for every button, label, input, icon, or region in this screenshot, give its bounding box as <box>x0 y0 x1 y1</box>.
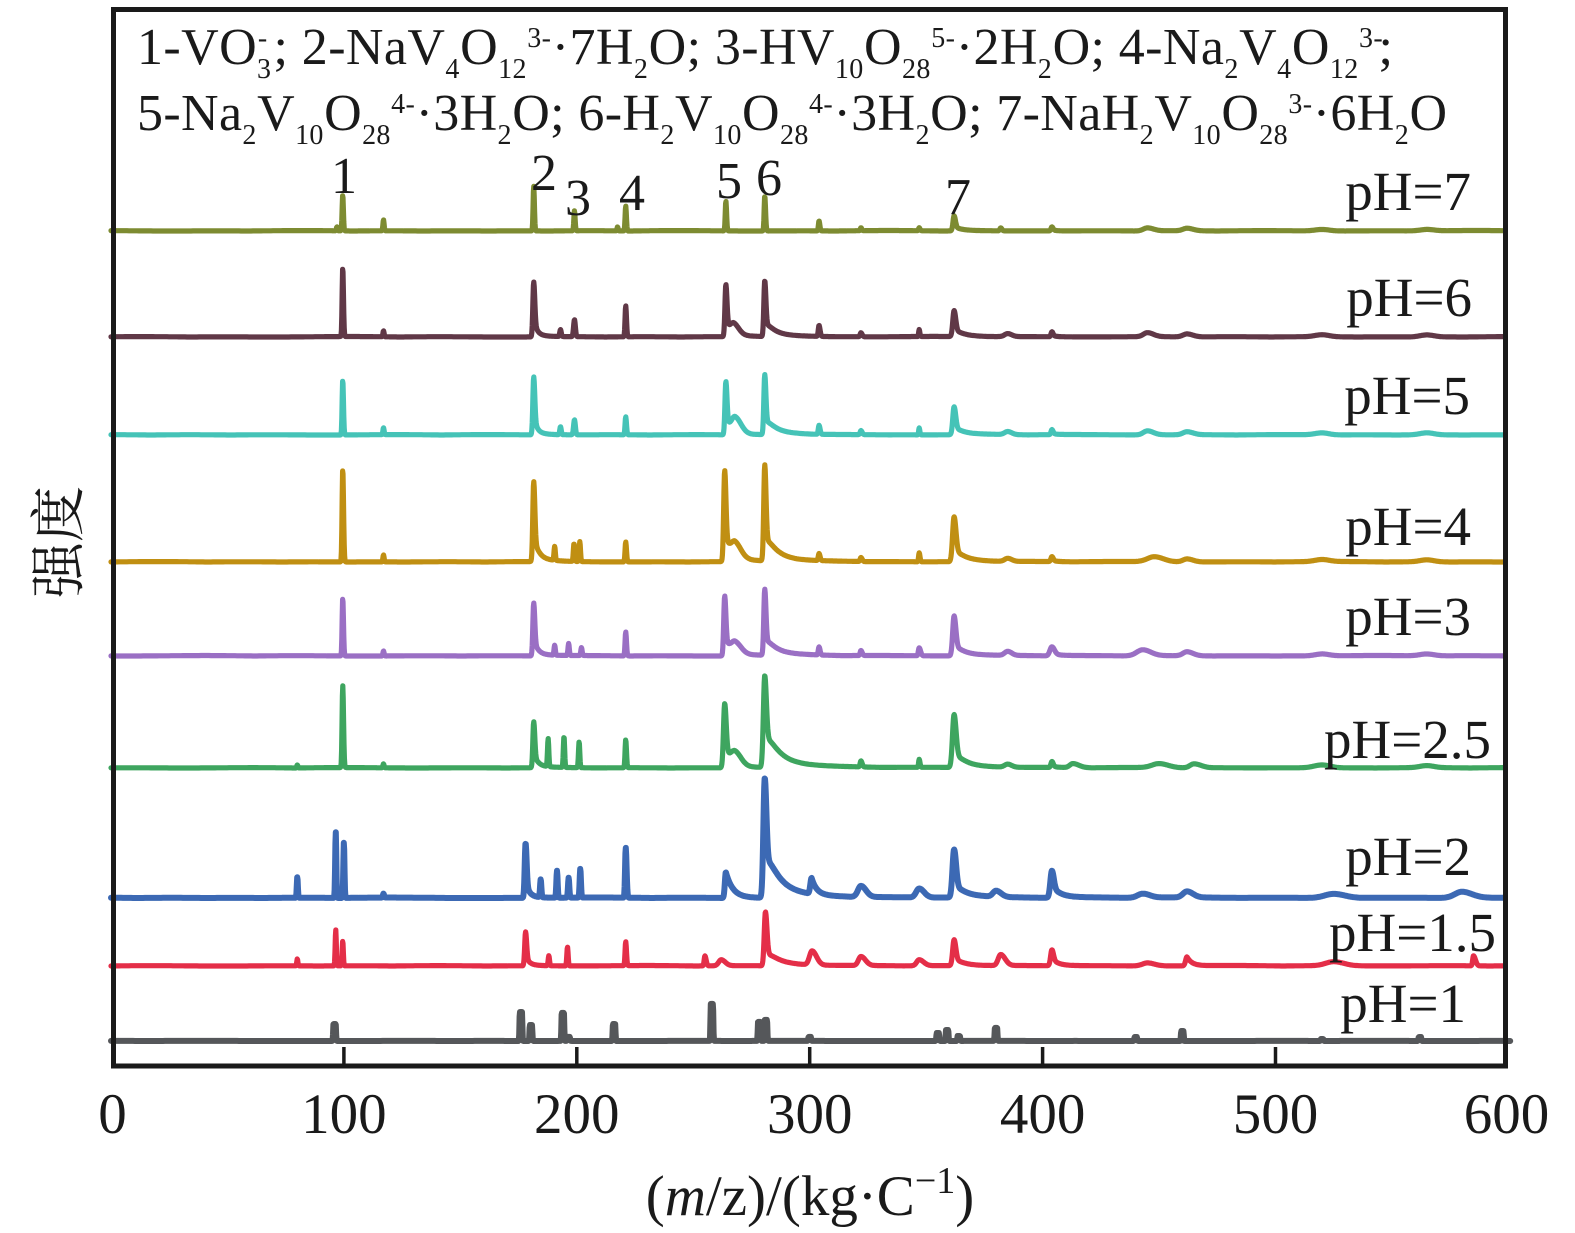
svg-text:7: 7 <box>945 169 971 226</box>
svg-text:4: 4 <box>619 165 645 222</box>
svg-text:1-VO3​-; 2-NaV4​O12​3-​·7H2​O;: 1-VO3​-; 2-NaV4​O12​3-​·7H2​O; 3-HV10​O2… <box>137 19 1393 85</box>
svg-text:100: 100 <box>301 1083 387 1146</box>
svg-text:5: 5 <box>716 153 742 210</box>
svg-text:pH=1: pH=1 <box>1340 973 1466 1034</box>
svg-text:pH=6: pH=6 <box>1346 267 1472 328</box>
svg-text:1: 1 <box>331 148 357 205</box>
svg-text:6: 6 <box>756 150 782 207</box>
svg-text:0: 0 <box>98 1083 127 1146</box>
svg-text:600: 600 <box>1464 1083 1550 1146</box>
svg-text:2: 2 <box>531 145 557 202</box>
svg-text:pH=4: pH=4 <box>1345 496 1471 557</box>
svg-text:pH=2: pH=2 <box>1345 826 1471 887</box>
svg-text:300: 300 <box>767 1083 853 1146</box>
svg-text:pH=1.5: pH=1.5 <box>1329 902 1496 963</box>
svg-text:500: 500 <box>1233 1083 1319 1146</box>
svg-text:pH=2.5: pH=2.5 <box>1324 709 1491 770</box>
svg-text:pH=5: pH=5 <box>1344 365 1470 426</box>
svg-text:pH=7: pH=7 <box>1345 161 1471 222</box>
svg-text:pH=3: pH=3 <box>1345 586 1471 647</box>
svg-text:400: 400 <box>1000 1083 1086 1146</box>
svg-text:3: 3 <box>565 170 591 227</box>
svg-text:200: 200 <box>534 1083 620 1146</box>
